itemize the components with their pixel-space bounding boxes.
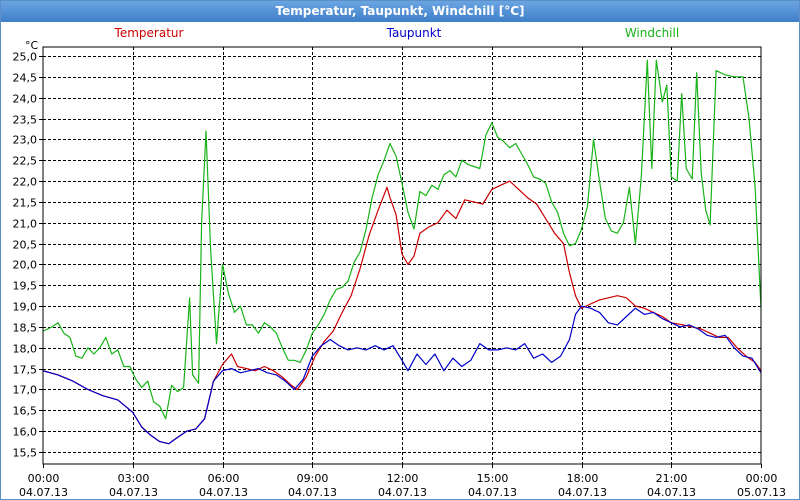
y-tick-label: 15,5 [13,447,38,460]
y-tick-label: 22,0 [13,176,38,189]
y-tick-label: 19,5 [13,280,38,293]
y-tick-label: 18,0 [13,343,38,356]
window-title: Temperatur, Taupunkt, Windchill [°C] [1,1,799,22]
y-tick-label: 24,5 [13,72,38,85]
x-tick-time-label: 18:00 [567,472,599,485]
y-tick-label: 16,5 [13,405,38,418]
y-tick-label: 25,0 [13,51,38,64]
line-chart: 15,5 16,0 16,5 17,0 17,5 18,0 18,5 19,0 19,5 20,0… [13,26,786,499]
x-axis-ticks: 00:0004.07.1303:0004.07.1306:0004.07.130… [19,464,786,499]
legend-entry-windchill: Windchill [625,26,679,40]
plot-frame [42,46,762,465]
x-tick-date-label: 04.07.13 [468,486,517,499]
legend-entry-temperatur: Temperatur [114,26,184,40]
x-tick-time-label: 21:00 [656,472,688,485]
x-tick-date-label: 04.07.13 [378,486,427,499]
x-tick-time-label: 12:00 [387,472,419,485]
x-tick-date-label: 04.07.13 [647,486,696,499]
y-tick-label: 23,5 [13,114,38,127]
x-tick-time-label: 03:00 [118,472,150,485]
series-line-taupunkt [43,305,761,445]
grid-lines [43,47,761,464]
x-tick-date-label: 04.07.13 [199,486,248,499]
x-tick-date-label: 05.07.13 [737,486,786,499]
y-tick-label: 18,5 [13,322,38,335]
y-tick-label: 17,0 [13,384,38,397]
x-tick-time-label: 00:00 [746,472,778,485]
x-tick-date-label: 04.07.13 [558,486,607,499]
x-tick-time-label: 00:00 [28,472,60,485]
legend: Temperatur Taupunkt Windchill [114,26,680,40]
x-tick-date-label: 04.07.13 [109,486,158,499]
y-axis-unit: °C [25,39,39,52]
y-tick-label: 16,0 [13,426,38,439]
legend-entry-taupunkt: Taupunkt [386,26,442,40]
series-line-windchill [43,59,761,420]
series-group [43,59,761,445]
y-tick-label: 19,0 [13,301,38,314]
y-tick-label: 21,5 [13,197,38,210]
x-tick-time-label: 09:00 [297,472,329,485]
y-tick-label: 20,5 [13,239,38,252]
y-tick-label: 17,5 [13,364,38,377]
y-tick-label: 20,0 [13,259,38,272]
x-tick-time-label: 06:00 [208,472,240,485]
y-axis-ticks: 15,5 16,0 16,5 17,0 17,5 18,0 18,5 19,0 19,5 20,0… [13,51,43,460]
x-tick-date-label: 04.07.13 [288,486,337,499]
y-tick-label: 22,5 [13,155,38,168]
y-tick-label: 24,0 [13,93,38,106]
y-tick-label: 23,0 [13,134,38,147]
x-tick-time-label: 15:00 [477,472,509,485]
y-tick-label: 21,0 [13,218,38,231]
x-tick-date-label: 04.07.13 [19,486,68,499]
